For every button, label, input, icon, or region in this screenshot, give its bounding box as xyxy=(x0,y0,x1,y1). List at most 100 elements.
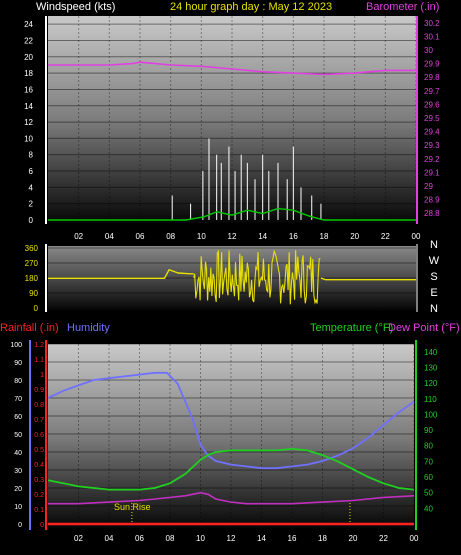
baro-y-tick-label: 30.1 xyxy=(424,32,440,41)
wind-y-tick-label: 8 xyxy=(29,151,34,160)
temperature-y-tick-label: 40 xyxy=(424,504,433,513)
baro-y-ticks: 30.2 30.1 30 29.9 29.8 29.7 29.6 29.5 29.4 29.3 29… xyxy=(424,19,440,218)
wind-baro-plot-bg xyxy=(48,16,416,223)
rainfall-y-tick-label: 0.8 xyxy=(34,402,44,409)
rainfall-y-tick-label: 0 xyxy=(40,522,44,529)
humidity-y-tick-label: 60 xyxy=(14,414,22,421)
humidity-line xyxy=(47,371,415,470)
wind-x-tick-label: 04 xyxy=(105,232,114,241)
compass-label: E xyxy=(430,287,437,299)
direction-y-tick-label: 360 xyxy=(25,244,39,253)
compass-label: W xyxy=(429,255,440,267)
direction-y-tick-label: 0 xyxy=(34,304,39,313)
baro-y-tick-label: 30 xyxy=(424,46,433,55)
temperature-y-tick-label: 70 xyxy=(424,457,433,466)
humidity-y-tick-label: 80 xyxy=(14,378,22,385)
baro-y-tick-label: 29.5 xyxy=(424,114,440,123)
wind-x-tick-label: 22 xyxy=(381,232,390,241)
rainfall-y-tick-label: 0.3 xyxy=(34,477,44,484)
wind-x-tick-label: 08 xyxy=(166,232,175,241)
rainfall-y-tick-label: 1.1 xyxy=(34,357,44,364)
temperature-y-tick-label: 140 xyxy=(424,348,438,357)
temperature-y-tick-label: 80 xyxy=(424,442,433,451)
baro-y-tick-label: 28.9 xyxy=(424,196,440,205)
wind-x-tick-label: 18 xyxy=(320,232,329,241)
wind-y-tick-label: 20 xyxy=(24,53,33,62)
rainfall-y-tick-label: 0.2 xyxy=(34,492,44,499)
baro-y-tick-label: 28.8 xyxy=(424,209,440,218)
rainfall-y-ticks: 1.2 1.1 1 0.9 0.8 0.7 0.6 0.5 0.4 0.3 0.2 0.1 0 xyxy=(34,342,44,529)
humidity-y-tick-label: 30 xyxy=(14,468,22,475)
wind-y-tick-label: 24 xyxy=(24,20,33,29)
baro-y-tick-label: 29.6 xyxy=(424,100,440,109)
humidity-y-tick-label: 10 xyxy=(14,504,22,511)
humidity-y-tick-label: 40 xyxy=(14,450,22,457)
rht-x-tick-label: 18 xyxy=(318,534,327,543)
wind-x-tick-label: 10 xyxy=(197,232,206,241)
rainfall-y-tick-label: 0.4 xyxy=(34,462,44,469)
temperature-y-tick-label: 100 xyxy=(424,410,438,419)
baro-y-tick-label: 29.3 xyxy=(424,141,440,150)
rht-x-tick-label: 20 xyxy=(349,534,358,543)
rht-x-ticks: 02 04 06 08 10 12 14 16 18 20 22 00 xyxy=(74,534,419,543)
barometer-line xyxy=(48,61,416,76)
direction-y-tick-label: 270 xyxy=(25,259,39,268)
wind-x-tick-label: 02 xyxy=(74,232,83,241)
sunrise-annotation: Sun Rise xyxy=(114,502,151,512)
humidity-y-tick-label: 20 xyxy=(14,486,22,493)
rht-x-tick-label: 00 xyxy=(410,534,419,543)
wind-y-tick-label: 14 xyxy=(24,102,33,111)
humidity-axis-title: Humidity xyxy=(67,322,110,334)
temperature-y-tick-label: 60 xyxy=(424,473,433,482)
wind-y-tick-label: 12 xyxy=(24,118,33,127)
rht-x-tick-label: 02 xyxy=(74,534,83,543)
compass-label: N xyxy=(430,239,438,251)
wind-y-tick-label: 0 xyxy=(29,216,34,225)
wind-x-tick-label: 20 xyxy=(350,232,359,241)
wind-direction-line xyxy=(48,268,194,279)
wind-y-tick-label: 10 xyxy=(24,134,33,143)
wind-x-tick-label: 14 xyxy=(258,232,267,241)
rht-plot-bg xyxy=(48,344,414,528)
wind-axis-title: Windspeed (kts) xyxy=(36,1,115,13)
rht-series xyxy=(47,371,415,526)
temperature-y-tick-label: 130 xyxy=(424,363,438,372)
compass-label: S xyxy=(430,271,437,283)
wind-y-tick-label: 4 xyxy=(29,183,34,192)
wind-gust-line xyxy=(48,207,416,221)
baro-y-tick-label: 29.7 xyxy=(424,87,440,96)
direction-y-tick-label: 180 xyxy=(25,274,39,283)
temperature-y-tick-label: 120 xyxy=(424,379,438,388)
humidity-y-tick-label: 70 xyxy=(14,396,22,403)
rainfall-y-tick-label: 0.1 xyxy=(34,507,44,514)
baro-axis-title: Barometer (.in) xyxy=(366,1,439,13)
baro-y-tick-label: 29 xyxy=(424,182,433,191)
rht-x-tick-label: 22 xyxy=(379,534,388,543)
rainfall-y-tick-label: 0.5 xyxy=(34,447,44,454)
temperature-y-tick-label: 50 xyxy=(424,489,433,498)
humidity-y-tick-label: 90 xyxy=(14,360,22,367)
direction-y-tick-label: 90 xyxy=(29,289,38,298)
temperature-y-tick-label: 110 xyxy=(424,395,437,404)
wind-baro-series xyxy=(48,61,416,221)
rainfall-y-tick-label: 0.7 xyxy=(34,417,44,424)
baro-y-tick-label: 29.2 xyxy=(424,155,440,164)
rainfall-y-tick-label: 1.2 xyxy=(34,342,44,349)
wind-x-tick-label: 16 xyxy=(289,232,298,241)
wind-y-tick-label: 16 xyxy=(24,85,33,94)
rht-x-tick-label: 12 xyxy=(227,534,236,543)
rht-x-tick-label: 04 xyxy=(105,534,114,543)
temperature-y-tick-label: 90 xyxy=(424,426,433,435)
wind-y-tick-label: 22 xyxy=(24,36,33,45)
baro-y-tick-label: 30.2 xyxy=(424,19,440,28)
rainfall-y-tick-label: 1 xyxy=(40,372,44,379)
humidity-y-tick-label: 50 xyxy=(14,432,22,439)
wind-x-tick-label: 06 xyxy=(136,232,145,241)
wind-x-ticks: 02 04 06 08 10 12 14 16 18 20 22 00 xyxy=(74,232,421,241)
temperature-axis-title: Temperature (°F) xyxy=(310,322,393,334)
dewpoint-line xyxy=(48,491,415,505)
